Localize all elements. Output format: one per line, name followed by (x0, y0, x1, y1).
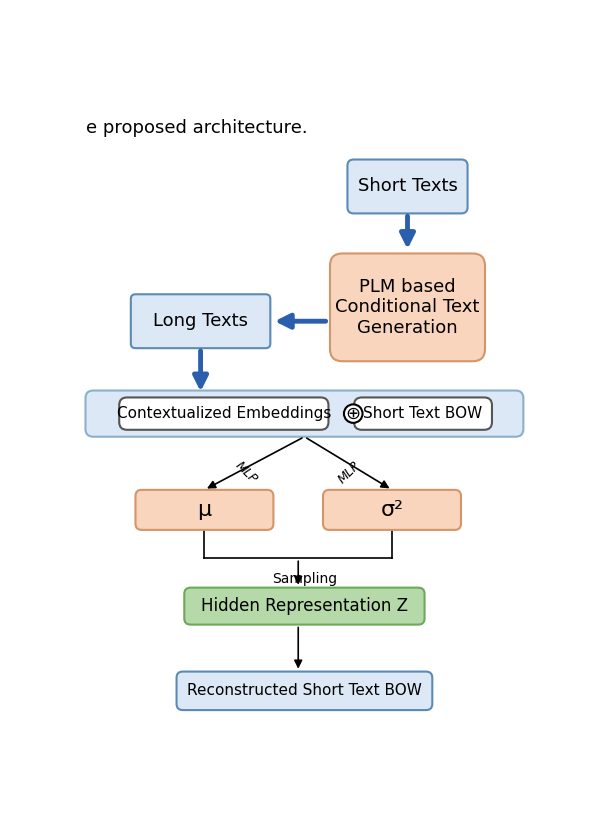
FancyBboxPatch shape (347, 159, 467, 214)
Text: Short Text BOW: Short Text BOW (364, 406, 482, 421)
Text: MLP: MLP (233, 459, 260, 486)
Text: e proposed architecture.: e proposed architecture. (86, 119, 308, 137)
FancyBboxPatch shape (131, 295, 270, 348)
FancyBboxPatch shape (135, 490, 273, 530)
Text: Short Texts: Short Texts (358, 177, 457, 196)
FancyBboxPatch shape (176, 672, 432, 710)
Text: Hidden Representation Z: Hidden Representation Z (201, 597, 408, 615)
Text: PLM based
Conditional Text
Generation: PLM based Conditional Text Generation (335, 277, 480, 337)
Text: μ: μ (197, 500, 211, 520)
Circle shape (344, 405, 362, 423)
Text: MLP: MLP (336, 459, 363, 486)
Text: ⊕: ⊕ (346, 405, 361, 423)
FancyBboxPatch shape (330, 254, 485, 361)
FancyBboxPatch shape (119, 397, 328, 430)
FancyBboxPatch shape (184, 588, 425, 624)
FancyBboxPatch shape (86, 391, 523, 437)
Text: σ²: σ² (381, 500, 403, 520)
Text: Long Texts: Long Texts (153, 313, 248, 330)
Text: Contextualized Embeddings: Contextualized Embeddings (116, 406, 331, 421)
Text: Reconstructed Short Text BOW: Reconstructed Short Text BOW (187, 683, 422, 698)
FancyBboxPatch shape (354, 397, 492, 430)
FancyBboxPatch shape (323, 490, 461, 530)
Text: Sampling: Sampling (272, 572, 337, 586)
